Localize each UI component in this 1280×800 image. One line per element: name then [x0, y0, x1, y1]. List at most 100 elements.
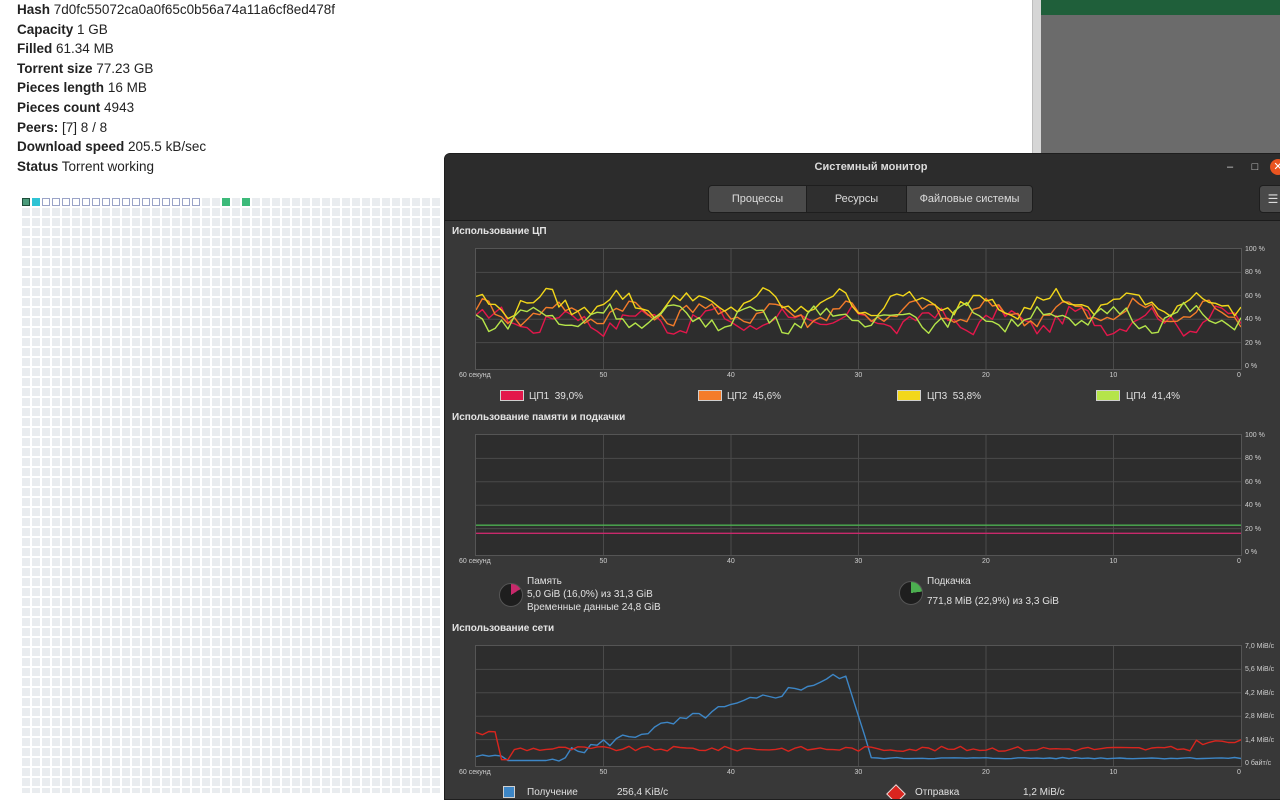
piece-cell [302, 308, 310, 316]
piece-cell [42, 578, 50, 586]
piece-cell [152, 258, 160, 266]
send-color-swatch[interactable] [886, 784, 906, 799]
piece-cell [342, 628, 350, 636]
piece-cell [332, 298, 340, 306]
piece-cell [142, 678, 150, 686]
piece-cell [232, 768, 240, 776]
piece-cell [322, 418, 330, 426]
piece-cell [392, 238, 400, 246]
piece-cell [242, 748, 250, 756]
piece-cell [162, 658, 170, 666]
piece-cell [382, 458, 390, 466]
background-window[interactable] [1041, 0, 1280, 155]
piece-cell [22, 438, 30, 446]
piece-cell [352, 308, 360, 316]
maximize-button[interactable]: □ [1251, 161, 1259, 173]
piece-cell [232, 628, 240, 636]
window-titlebar[interactable]: Системный монитор – □ ✕ Процессы Ресурсы… [445, 154, 1280, 221]
piece-cell [402, 408, 410, 416]
piece-cell [222, 228, 230, 236]
piece-cell [172, 758, 180, 766]
minimize-button[interactable]: – [1226, 161, 1234, 173]
piece-cell [182, 508, 190, 516]
close-button[interactable]: ✕ [1270, 159, 1280, 175]
piece-cell [372, 518, 380, 526]
piece-cell [162, 508, 170, 516]
piece-cell [172, 208, 180, 216]
piece-cell [242, 198, 250, 206]
piece-cell [132, 528, 140, 536]
piece-cell [232, 428, 240, 436]
piece-cell [322, 388, 330, 396]
piece-cell [152, 568, 160, 576]
send-line [475, 730, 1242, 761]
piece-cell [302, 508, 310, 516]
cpu4-color-swatch[interactable] [1096, 390, 1120, 401]
memory-pie-icon[interactable] [499, 583, 523, 607]
piece-cell [372, 398, 380, 406]
piece-cell [372, 758, 380, 766]
piece-cell [212, 368, 220, 376]
tab-resources[interactable]: Ресурсы [807, 186, 907, 212]
piece-cell [212, 198, 220, 206]
piece-cell [372, 298, 380, 306]
piece-cell [182, 488, 190, 496]
piece-cell [22, 548, 30, 556]
piece-cell [62, 238, 70, 246]
piece-cell [22, 778, 30, 786]
piece-cell [92, 308, 100, 316]
piece-cell [242, 738, 250, 746]
piece-cell [112, 608, 120, 616]
piece-cell [322, 518, 330, 526]
piece-cell [312, 498, 320, 506]
piece-cell [242, 548, 250, 556]
piece-cell [202, 308, 210, 316]
cpu2-color-swatch[interactable] [698, 390, 722, 401]
piece-cell [352, 198, 360, 206]
piece-cell [152, 658, 160, 666]
piece-cell [62, 298, 70, 306]
piece-cell [102, 728, 110, 736]
piece-cell [122, 428, 130, 436]
piece-cell [192, 768, 200, 776]
swap-pie-icon[interactable] [899, 581, 923, 605]
piece-cell [402, 738, 410, 746]
tab-processes[interactable]: Процессы [709, 186, 807, 212]
piece-cell [272, 708, 280, 716]
piece-cell [372, 208, 380, 216]
piece-cell [212, 318, 220, 326]
piece-cell [92, 768, 100, 776]
piece-cell [22, 298, 30, 306]
piece-cell [82, 508, 90, 516]
tab-file-systems[interactable]: Файловые системы [907, 186, 1032, 212]
piece-cell [112, 228, 120, 236]
cpu1-color-swatch[interactable] [500, 390, 524, 401]
piece-cell [182, 588, 190, 596]
receive-color-swatch[interactable] [503, 786, 515, 798]
piece-cell [172, 308, 180, 316]
piece-cell [292, 288, 300, 296]
cpu-name: ЦП1 [529, 391, 550, 402]
piece-cell [352, 738, 360, 746]
piece-cell [192, 368, 200, 376]
piece-cell [212, 728, 220, 736]
piece-cell [202, 608, 210, 616]
piece-cell [22, 698, 30, 706]
piece-cell [132, 588, 140, 596]
piece-cell [142, 278, 150, 286]
piece-cell [282, 368, 290, 376]
piece-cell [382, 278, 390, 286]
hamburger-menu-icon[interactable]: ☰ [1259, 185, 1280, 213]
piece-cell [412, 398, 420, 406]
piece-cell [72, 758, 80, 766]
piece-cell [402, 538, 410, 546]
piece-cell [232, 248, 240, 256]
piece-cell [192, 668, 200, 676]
piece-cell [352, 368, 360, 376]
piece-cell [392, 418, 400, 426]
piece-cell [402, 298, 410, 306]
piece-cell [242, 508, 250, 516]
piece-cell [82, 578, 90, 586]
piece-cell [402, 678, 410, 686]
cpu3-color-swatch[interactable] [897, 390, 921, 401]
